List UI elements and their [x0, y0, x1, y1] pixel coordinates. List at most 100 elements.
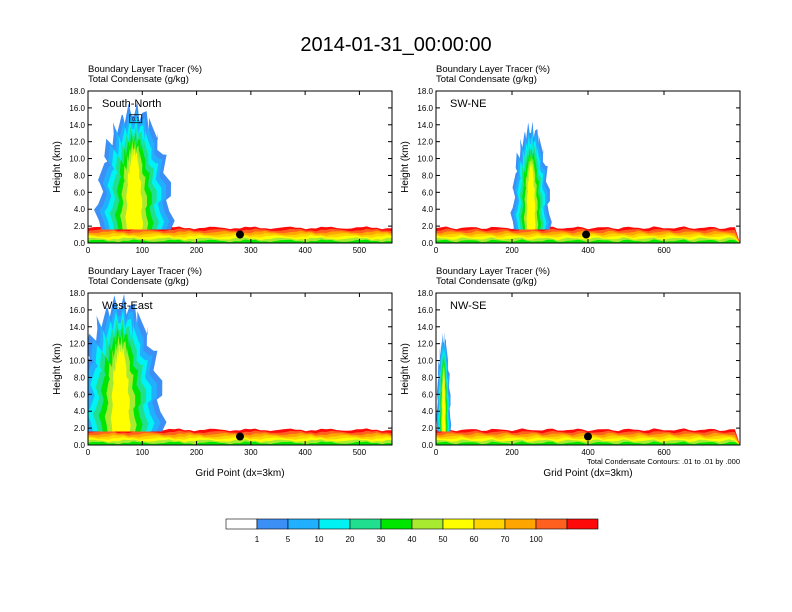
y-tick-label: 8.0: [74, 373, 86, 382]
x-tick-label: 200: [190, 246, 204, 255]
y-tick-label: 14.0: [69, 121, 85, 130]
x-tick-label: 300: [244, 448, 258, 457]
x-axis-label: Grid Point (dx=3km): [543, 468, 632, 479]
location-marker: [584, 432, 592, 441]
x-tick-label: 300: [244, 246, 258, 255]
y-tick-label: 14.0: [417, 323, 433, 332]
y-axis-label: Height (km): [400, 141, 411, 193]
panel-title-condensate: Total Condensate (g/kg): [88, 74, 189, 85]
panel-west-east: Boundary Layer Tracer (%)Total Condensat…: [52, 266, 393, 479]
y-tick-label: 4.0: [74, 205, 86, 214]
y-tick-label: 8.0: [422, 171, 434, 180]
colorbar-swatch: [380, 518, 413, 530]
tracer-shading: [436, 121, 740, 243]
x-tick-label: 400: [298, 448, 312, 457]
plume-band: [125, 146, 144, 230]
y-tick-label: 4.0: [74, 407, 86, 416]
colorbar-swatch: [473, 518, 506, 530]
plume-band: [442, 366, 446, 432]
y-tick-label: 8.0: [74, 171, 86, 180]
x-tick-label: 0: [434, 246, 439, 255]
x-tick-label: 100: [136, 246, 150, 255]
x-tick-label: 600: [657, 448, 671, 457]
plot-frame: [435, 292, 741, 446]
y-tick-label: 10.0: [417, 357, 433, 366]
x-tick-label: 500: [353, 246, 367, 255]
colorbar-swatch: [442, 518, 475, 530]
y-tick-label: 4.0: [422, 205, 434, 214]
panel-title-condensate: Total Condensate (g/kg): [436, 74, 537, 85]
colorbar-label: 10: [315, 535, 324, 544]
x-tick-label: 200: [505, 448, 519, 457]
y-tick-label: 0.0: [422, 441, 434, 450]
y-tick-label: 8.0: [422, 373, 434, 382]
y-tick-label: 16.0: [417, 306, 433, 315]
plot-frame: [87, 292, 393, 446]
panel-title-tracer: Boundary Layer Tracer (%): [436, 266, 550, 277]
colorbar-label: 20: [346, 535, 355, 544]
x-axis-label: Grid Point (dx=3km): [195, 468, 284, 479]
bl-band: [88, 441, 392, 445]
section-label: SW-NE: [450, 98, 486, 110]
x-tick-label: 400: [298, 246, 312, 255]
x-tick-label: 200: [505, 246, 519, 255]
y-tick-label: 2.0: [422, 424, 434, 433]
contour-label: 0.1: [132, 117, 139, 123]
y-tick-label: 18.0: [417, 87, 433, 96]
y-axis-label: Height (km): [52, 141, 63, 193]
tracer-shading: [436, 331, 740, 445]
contour-note: Total Condensate Contours: .01 to .01 by…: [587, 457, 740, 466]
colorbar-swatch: [349, 518, 382, 530]
panel-title-tracer: Boundary Layer Tracer (%): [88, 64, 202, 75]
x-tick-label: 0: [86, 246, 91, 255]
panel-title-condensate: Total Condensate (g/kg): [88, 276, 189, 287]
location-marker: [236, 230, 244, 239]
colorbar-swatch: [256, 518, 289, 530]
plot-frame: [87, 90, 393, 244]
y-tick-label: 12.0: [417, 340, 433, 349]
x-tick-label: 400: [581, 448, 595, 457]
location-marker: [236, 432, 244, 441]
location-marker: [582, 230, 591, 239]
x-tick-label: 500: [353, 448, 367, 457]
y-tick-label: 0.0: [422, 239, 434, 248]
colorbar-swatch: [225, 518, 258, 530]
y-tick-label: 10.0: [417, 155, 433, 164]
y-tick-label: 10.0: [69, 357, 85, 366]
section-label: South-North: [102, 98, 161, 110]
panel-south-north: Boundary Layer Tracer (%)Total Condensat…: [52, 64, 393, 255]
y-tick-label: 18.0: [417, 289, 433, 298]
colorbar-swatch: [504, 518, 537, 530]
plume-band: [110, 342, 131, 432]
y-tick-label: 14.0: [417, 121, 433, 130]
x-tick-label: 0: [86, 448, 91, 457]
y-tick-label: 6.0: [422, 188, 434, 197]
tracer-shading: [88, 101, 392, 243]
figure-title: 2014-01-31_00:00:00: [300, 34, 491, 56]
y-tick-label: 6.0: [422, 390, 434, 399]
section-label: West-East: [102, 300, 153, 312]
y-tick-label: 16.0: [69, 104, 85, 113]
contour-label-box: [129, 114, 143, 124]
colorbar-swatch: [287, 518, 320, 530]
colorbar-label: 30: [377, 535, 386, 544]
x-tick-label: 200: [190, 448, 204, 457]
y-tick-label: 0.0: [74, 239, 86, 248]
tracer-shading: [88, 293, 392, 445]
y-tick-label: 18.0: [69, 289, 85, 298]
colorbar: 1 5 10 20 30 40 50 60 70 100: [225, 518, 599, 544]
section-label: NW-SE: [450, 300, 486, 312]
panel-sw-ne: Boundary Layer Tracer (%)Total Condensat…: [400, 64, 741, 255]
y-tick-label: 18.0: [69, 87, 85, 96]
y-tick-label: 6.0: [74, 390, 86, 399]
panel-title-tracer: Boundary Layer Tracer (%): [436, 64, 550, 75]
colorbar-label: 5: [286, 535, 291, 544]
colorbar-label: 100: [529, 535, 543, 544]
panel-title-tracer: Boundary Layer Tracer (%): [88, 266, 202, 277]
colorbar-label: 70: [501, 535, 510, 544]
y-tick-label: 12.0: [69, 340, 85, 349]
y-tick-label: 6.0: [74, 188, 86, 197]
y-axis-label: Height (km): [400, 343, 411, 395]
plot-frame: [435, 90, 741, 244]
